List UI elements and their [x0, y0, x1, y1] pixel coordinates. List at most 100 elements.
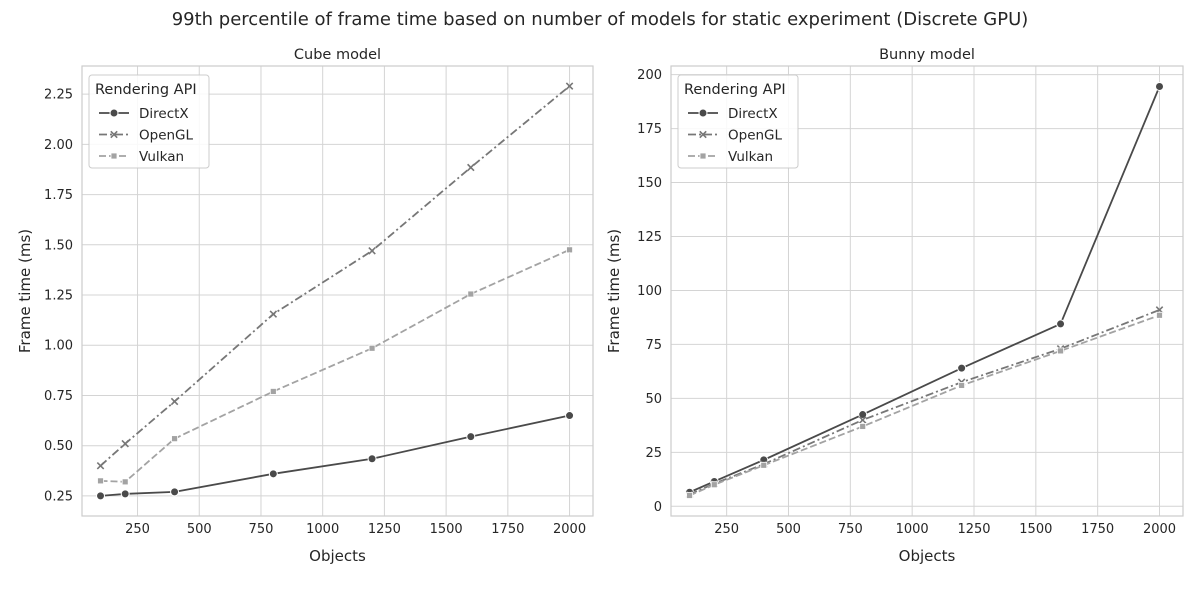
legend-label: OpenGL: [728, 128, 783, 144]
data-point-vulkan: [171, 435, 178, 443]
x-tick-label: 500: [187, 522, 212, 537]
data-point-directx: [268, 469, 278, 479]
series-directx: [96, 411, 575, 501]
x-tick-label: 1250: [368, 522, 401, 537]
data-point-vulkan: [859, 423, 867, 430]
data-point-directx: [858, 410, 868, 420]
data-point-vulkan: [710, 481, 718, 489]
data-point-directx: [367, 454, 377, 464]
legend-label: Vulkan: [139, 149, 184, 165]
data-point-vulkan: [760, 461, 768, 469]
legend-marker: [109, 108, 119, 118]
y-tick-label: 2.00: [44, 138, 73, 153]
series-vulkan: [686, 311, 1163, 499]
data-point-vulkan: [958, 382, 966, 389]
data-point-vulkan: [368, 344, 376, 352]
x-tick-label: 2000: [1143, 522, 1176, 537]
chart-1: 250 500 750 1000 1250 1500 1750 2000 0.25 0.50 0.7…: [16, 47, 594, 565]
x-tick-label: 1000: [306, 522, 339, 537]
data-point-opengl: [368, 247, 376, 255]
data-point-directx: [1155, 82, 1165, 92]
data-point-directx: [96, 491, 106, 501]
x-tick-label: 1750: [1081, 522, 1114, 537]
y-tick-label: 0.75: [44, 389, 73, 404]
data-point-vulkan: [1156, 311, 1163, 319]
figure-title: 99th percentile of frame time based on n…: [171, 9, 1029, 30]
legend-title: Rendering API: [95, 82, 197, 98]
legend-box: [677, 74, 799, 169]
legend: Rendering API DirectX OpenGL Vulkan: [677, 74, 799, 169]
y-tick-label: 1.50: [44, 238, 73, 253]
data-point-opengl: [170, 397, 179, 406]
data-point-vulkan: [97, 477, 104, 485]
data-point-vulkan: [467, 290, 475, 298]
chart-title: Cube model: [294, 47, 381, 63]
y-tick-label: 75: [645, 338, 662, 353]
legend-label: DirectX: [139, 106, 189, 122]
legend-marker: [699, 130, 707, 139]
x-tick-label: 750: [249, 522, 274, 537]
y-tick-label: 1.00: [44, 339, 73, 354]
data-point-opengl: [269, 310, 278, 318]
data-point-directx: [957, 363, 967, 373]
y-tick-label: 1.75: [44, 188, 73, 203]
series-vulkan: [97, 246, 573, 486]
data-point-opengl: [858, 416, 867, 424]
y-tick-label: 0: [654, 500, 662, 515]
y-tick-label: 150: [637, 176, 662, 191]
x-tick-label: 1750: [491, 522, 524, 537]
data-point-vulkan: [686, 492, 693, 499]
legend-label: DirectX: [728, 106, 778, 122]
legend: Rendering API DirectX OpenGL Vulkan: [88, 74, 210, 169]
data-point-opengl: [121, 439, 129, 448]
data-point-vulkan: [121, 478, 129, 486]
legend-box: [88, 74, 210, 169]
y-axis-label: Frame time (ms): [16, 229, 34, 353]
y-tick-label: 125: [637, 230, 662, 245]
chart-2: 250 500 750 1000 1250 1500 1750 2000 0 25 50 75 100 1…: [605, 47, 1184, 565]
data-point-directx: [1056, 319, 1066, 329]
plot-frame: [670, 65, 1184, 517]
y-tick-label: 175: [637, 122, 662, 137]
y-tick-label: 1.25: [44, 289, 73, 304]
x-axis-label: Objects: [899, 547, 956, 565]
data-point-opengl: [467, 163, 475, 172]
x-tick-label: 1500: [1019, 522, 1052, 537]
y-tick-label: 0.50: [44, 439, 73, 454]
data-point-vulkan: [1057, 347, 1064, 355]
y-tick-label: 25: [645, 446, 662, 461]
legend-label: Vulkan: [728, 149, 773, 165]
y-tick-label: 100: [637, 284, 662, 299]
x-tick-label: 250: [714, 522, 739, 537]
data-point-directx: [170, 487, 180, 497]
plot-frame: [81, 65, 594, 517]
legend-label: OpenGL: [139, 128, 194, 144]
x-tick-label: 2000: [553, 522, 586, 537]
data-point-directx: [466, 432, 476, 442]
legend-title: Rendering API: [684, 82, 786, 98]
legend-marker: [110, 130, 118, 139]
y-axis-label: Frame time (ms): [605, 229, 623, 353]
data-point-directx: [565, 411, 575, 421]
y-tick-label: 200: [637, 68, 662, 83]
data-point-vulkan: [269, 388, 277, 395]
x-tick-label: 500: [776, 522, 801, 537]
x-tick-label: 1500: [430, 522, 463, 537]
x-tick-label: 1000: [896, 522, 929, 537]
x-tick-label: 750: [838, 522, 863, 537]
x-axis-label: Objects: [309, 547, 366, 565]
legend-marker: [110, 152, 118, 160]
y-tick-label: 50: [645, 392, 662, 407]
data-point-opengl: [565, 82, 574, 90]
series-opengl: [96, 82, 574, 470]
x-tick-label: 1250: [957, 522, 990, 537]
y-tick-label: 0.25: [44, 489, 73, 504]
x-tick-label: 250: [125, 522, 150, 537]
y-tick-label: 2.25: [44, 88, 73, 103]
data-point-opengl: [96, 462, 105, 470]
legend-marker: [698, 108, 708, 118]
chart-title: Bunny model: [879, 47, 975, 63]
legend-marker: [699, 152, 707, 160]
